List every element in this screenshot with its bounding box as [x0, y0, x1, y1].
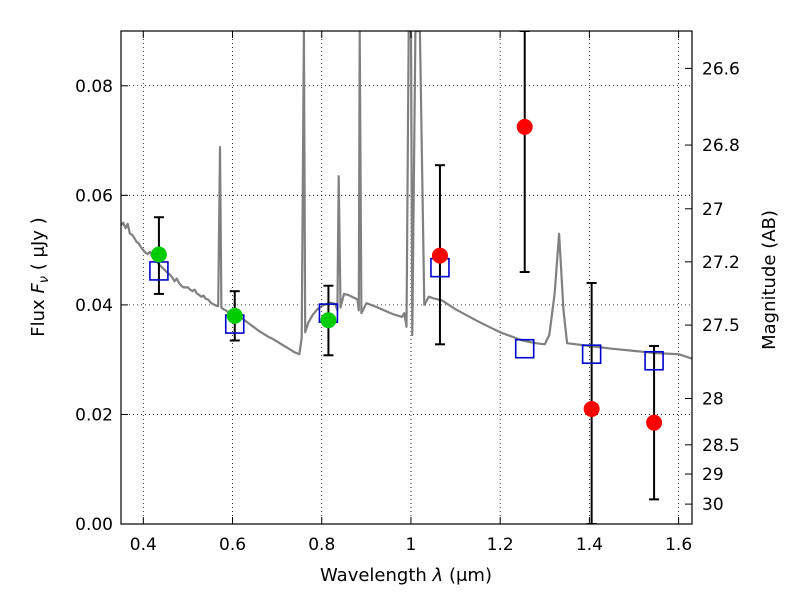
y2-tick-label: 27.2: [702, 253, 740, 273]
y-axis-title: Flux Fν ( μJy ): [28, 217, 52, 336]
model-bandflux-point: [581, 344, 602, 364]
model-spectrum-line: [121, 31, 692, 360]
x-tick-label: 1.2: [487, 535, 514, 555]
plot-area: [121, 31, 692, 524]
y2-tick-label: 28: [702, 390, 724, 410]
y-tick-label: 0.00: [75, 515, 113, 535]
upper-limit-point: [516, 118, 533, 135]
y2-tick-label: 30: [702, 495, 724, 515]
y-tick-label: 0.04: [75, 296, 113, 316]
x-tick-label: 1.4: [576, 535, 603, 555]
model-bandflux-point: [644, 350, 664, 371]
x-tick-label: 0.6: [219, 535, 246, 555]
y-tick-label: 0.02: [75, 405, 113, 425]
y2-tick-label: 28.5: [702, 436, 740, 456]
x-tick-label: 1.6: [665, 535, 692, 555]
y2-tick-label: 26.8: [702, 136, 740, 156]
x-tick-label: 1: [406, 535, 417, 555]
y2-tick-label: 27.5: [702, 316, 740, 336]
y-tick-label: 0.08: [75, 77, 113, 97]
x-tick-label: 0.4: [130, 535, 157, 555]
axis-ticks: 0.4 0.6 0.8 1 1.2 1.4 1.6 0.00 0.02 0.04 0.06 0.08 2…: [75, 31, 740, 555]
upper-limit-point: [583, 400, 600, 417]
y-tick-label: 0.06: [75, 186, 113, 206]
plot-frame: [120, 30, 693, 525]
detection-point: [150, 246, 167, 263]
x-axis-title: Wavelength λ (μm): [320, 565, 492, 586]
upper-limit-point: [431, 247, 448, 264]
x-tick-label: 0.8: [308, 535, 335, 555]
y2-tick-label: 26.6: [702, 59, 740, 79]
y2-tick-label: 29: [702, 465, 724, 485]
upper-limit-point: [646, 414, 663, 431]
model-bandflux-point: [514, 338, 535, 359]
y2-tick-label: 27: [702, 200, 724, 220]
y2-axis-title: Magnitude (AB): [759, 210, 780, 350]
detection-point: [320, 312, 337, 329]
detection-point: [226, 307, 243, 324]
